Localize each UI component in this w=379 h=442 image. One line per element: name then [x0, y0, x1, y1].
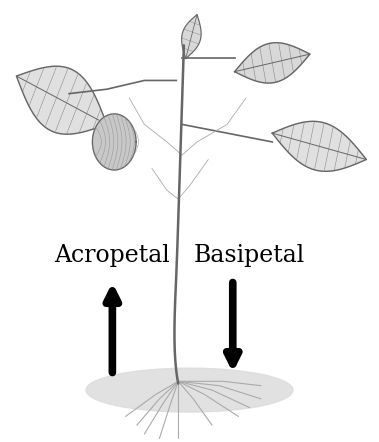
Polygon shape [16, 66, 107, 134]
Polygon shape [92, 114, 136, 170]
Ellipse shape [86, 368, 293, 412]
Polygon shape [235, 43, 310, 83]
Polygon shape [272, 122, 366, 171]
Text: Basipetal: Basipetal [194, 244, 305, 267]
Polygon shape [182, 15, 201, 58]
Text: Acropetal: Acropetal [55, 244, 170, 267]
